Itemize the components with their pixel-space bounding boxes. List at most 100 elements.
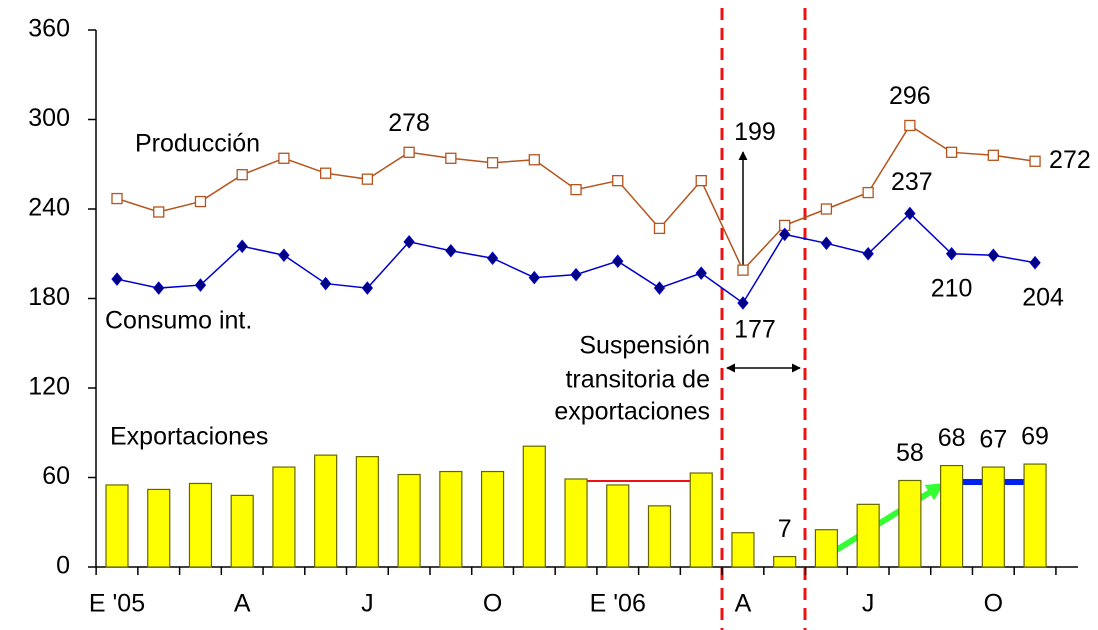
x-tick-label: A: [234, 590, 251, 618]
marker: [1029, 155, 1041, 167]
x-tick-label: E '06: [590, 590, 646, 618]
bar: [272, 466, 296, 568]
bar: [814, 529, 839, 568]
x-tick-label: J: [361, 590, 374, 618]
bar: [314, 454, 338, 568]
bar: [773, 555, 797, 568]
marker: [278, 248, 290, 263]
bar: [147, 488, 171, 568]
data-label: 278: [388, 109, 430, 137]
y-tick-label: 0: [56, 552, 70, 580]
annotation: transitoria de: [565, 366, 710, 394]
x-tick-label: A: [735, 590, 752, 618]
marker: [278, 152, 290, 164]
marker: [528, 154, 540, 166]
data-label: 272: [1049, 146, 1091, 174]
marker: [904, 119, 916, 132]
marker: [987, 248, 999, 263]
bar: [731, 532, 755, 568]
data-label: 177: [734, 316, 776, 344]
bar: [689, 472, 713, 568]
marker: [445, 152, 457, 164]
series-label: Exportaciones: [110, 423, 268, 451]
marker: [361, 281, 374, 295]
annotation: exportaciones: [554, 398, 710, 426]
y-tick-label: 120: [28, 373, 70, 401]
marker: [361, 173, 374, 185]
annotation: Suspensión: [579, 332, 710, 360]
marker: [779, 227, 791, 242]
bar: [480, 470, 505, 568]
bar: [397, 473, 421, 568]
marker: [236, 239, 248, 254]
x-tick-label: O: [483, 590, 502, 618]
decorations: [565, 8, 1046, 630]
bar: [647, 505, 672, 568]
marker: [153, 206, 165, 218]
y-tick-label: 180: [28, 283, 70, 311]
marker: [486, 157, 499, 169]
marker: [737, 264, 749, 276]
marker: [945, 246, 958, 261]
marker: [820, 203, 833, 215]
data-label: 58: [896, 439, 924, 467]
marker: [653, 222, 666, 235]
marker: [862, 186, 874, 199]
x-tick-label: O: [984, 590, 1003, 618]
x-tick-label: J: [862, 590, 875, 618]
marker: [612, 254, 624, 268]
bar: [981, 466, 1005, 568]
marker: [820, 236, 833, 251]
data-label: 68: [938, 424, 966, 452]
marker: [653, 281, 666, 295]
y-tick-label: 240: [28, 194, 70, 222]
data-label: 237: [891, 168, 933, 196]
data-label: 210: [931, 274, 973, 302]
marker: [695, 266, 707, 280]
bar: [230, 494, 254, 568]
marker: [1029, 255, 1041, 270]
line: [116, 212, 1036, 305]
bar: [355, 456, 379, 568]
marker: [570, 183, 582, 196]
marker: [612, 175, 624, 187]
marker: [153, 281, 165, 295]
marker: [319, 276, 332, 291]
marker: [570, 267, 582, 282]
marker: [194, 195, 207, 208]
y-tick-label: 300: [28, 104, 70, 132]
y-tick-label: 360: [28, 15, 70, 43]
marker: [737, 296, 749, 310]
data-label: 67: [979, 426, 1007, 454]
marker: [403, 146, 415, 158]
marker: [987, 149, 999, 161]
data-label: 204: [1022, 283, 1064, 311]
bar: [522, 445, 546, 568]
marker: [862, 246, 874, 261]
bar: [188, 482, 213, 568]
data-label: 296: [889, 82, 931, 110]
data-label: 7: [778, 515, 792, 543]
data-label: 199: [734, 118, 776, 146]
bar: [606, 484, 630, 568]
bar: [898, 479, 922, 568]
marker: [236, 169, 248, 181]
series-label: Producción: [135, 130, 260, 158]
bar: [105, 484, 129, 568]
marker: [319, 167, 332, 179]
marker: [403, 235, 415, 249]
bar: [856, 503, 880, 568]
data-label: 69: [1021, 423, 1049, 451]
marker: [945, 146, 958, 158]
series-label: Consumo int.: [105, 307, 252, 335]
y-tick-label: 60: [42, 462, 70, 490]
x-tick-label: E '05: [89, 590, 145, 618]
bar: [439, 470, 463, 568]
marker: [111, 192, 123, 205]
marker: [695, 175, 707, 187]
bar: [939, 464, 964, 568]
marker: [194, 278, 207, 292]
marker: [111, 272, 123, 286]
marker: [528, 270, 540, 285]
